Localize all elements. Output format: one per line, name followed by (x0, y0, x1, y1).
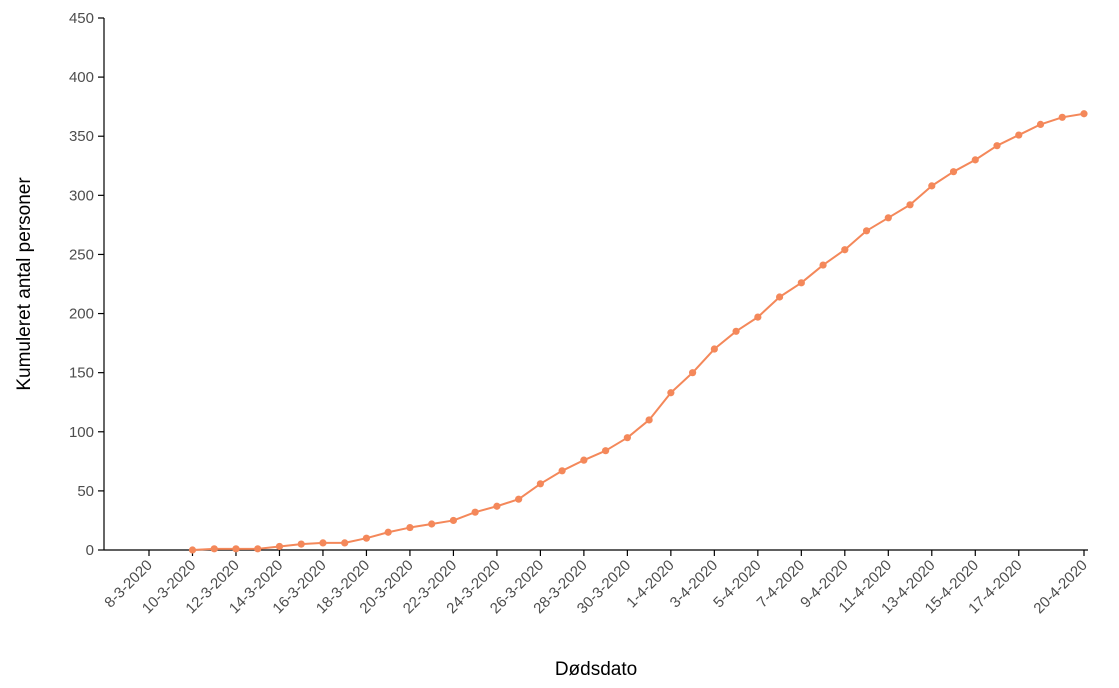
data-point (580, 456, 588, 464)
data-point (471, 508, 479, 516)
data-point (862, 227, 871, 235)
data-point (428, 520, 436, 528)
data-point (254, 545, 262, 553)
data-point (515, 495, 523, 503)
data-point (1080, 110, 1088, 118)
data-point (493, 502, 501, 510)
data-point (297, 540, 305, 548)
data-point (602, 447, 610, 455)
data-point (210, 545, 218, 553)
data-point (319, 539, 327, 547)
data-point (384, 528, 392, 536)
x-tick-label: 20-4-2020 (1030, 557, 1090, 617)
data-point (1036, 120, 1045, 128)
y-axis-ticks: 0 50 100 150 200 250 300 350 400 450 (69, 10, 104, 559)
data-point (928, 182, 936, 190)
y-tick-label: 200 (69, 306, 94, 323)
data-point (689, 369, 697, 377)
data-point (406, 523, 414, 532)
y-tick-label: 450 (69, 10, 94, 27)
y-tick-label: 250 (69, 246, 94, 263)
y-tick-label: 350 (69, 128, 94, 145)
series-layer (188, 110, 1088, 554)
data-point (362, 534, 371, 542)
data-point (797, 279, 805, 287)
data-point (775, 293, 784, 301)
data-point (645, 416, 653, 424)
y-tick-label: 150 (69, 365, 94, 382)
x-axis-title: Dødsdato (555, 659, 637, 680)
data-point (1058, 113, 1066, 121)
y-tick-label: 100 (69, 424, 94, 441)
data-point (275, 542, 284, 551)
data-point (341, 539, 349, 547)
data-point (906, 201, 914, 209)
data-point (1015, 131, 1023, 139)
data-point (841, 246, 849, 254)
data-point (971, 156, 979, 164)
data-point (754, 313, 762, 321)
data-point (710, 345, 718, 353)
data-point (558, 467, 566, 475)
data-point (536, 480, 544, 488)
data-point (449, 516, 458, 525)
data-point (819, 261, 827, 269)
y-tick-label: 300 (69, 187, 94, 204)
data-point (884, 214, 892, 222)
data-point (993, 142, 1001, 150)
y-axis-title: Kumuleret antal personer (14, 177, 35, 391)
y-tick-label: 0 (86, 542, 94, 559)
data-point (188, 546, 197, 554)
series-line (192, 112, 1085, 551)
data-point (623, 434, 631, 442)
x-axis-ticks: 8-3-202010-3-202012-3-202014-3-202016-3-… (101, 550, 1091, 617)
y-tick-label: 50 (77, 483, 94, 500)
data-point (949, 168, 958, 176)
data-point (667, 389, 675, 397)
data-point (732, 327, 740, 335)
y-tick-label: 400 (69, 69, 94, 86)
data-point (232, 545, 240, 553)
